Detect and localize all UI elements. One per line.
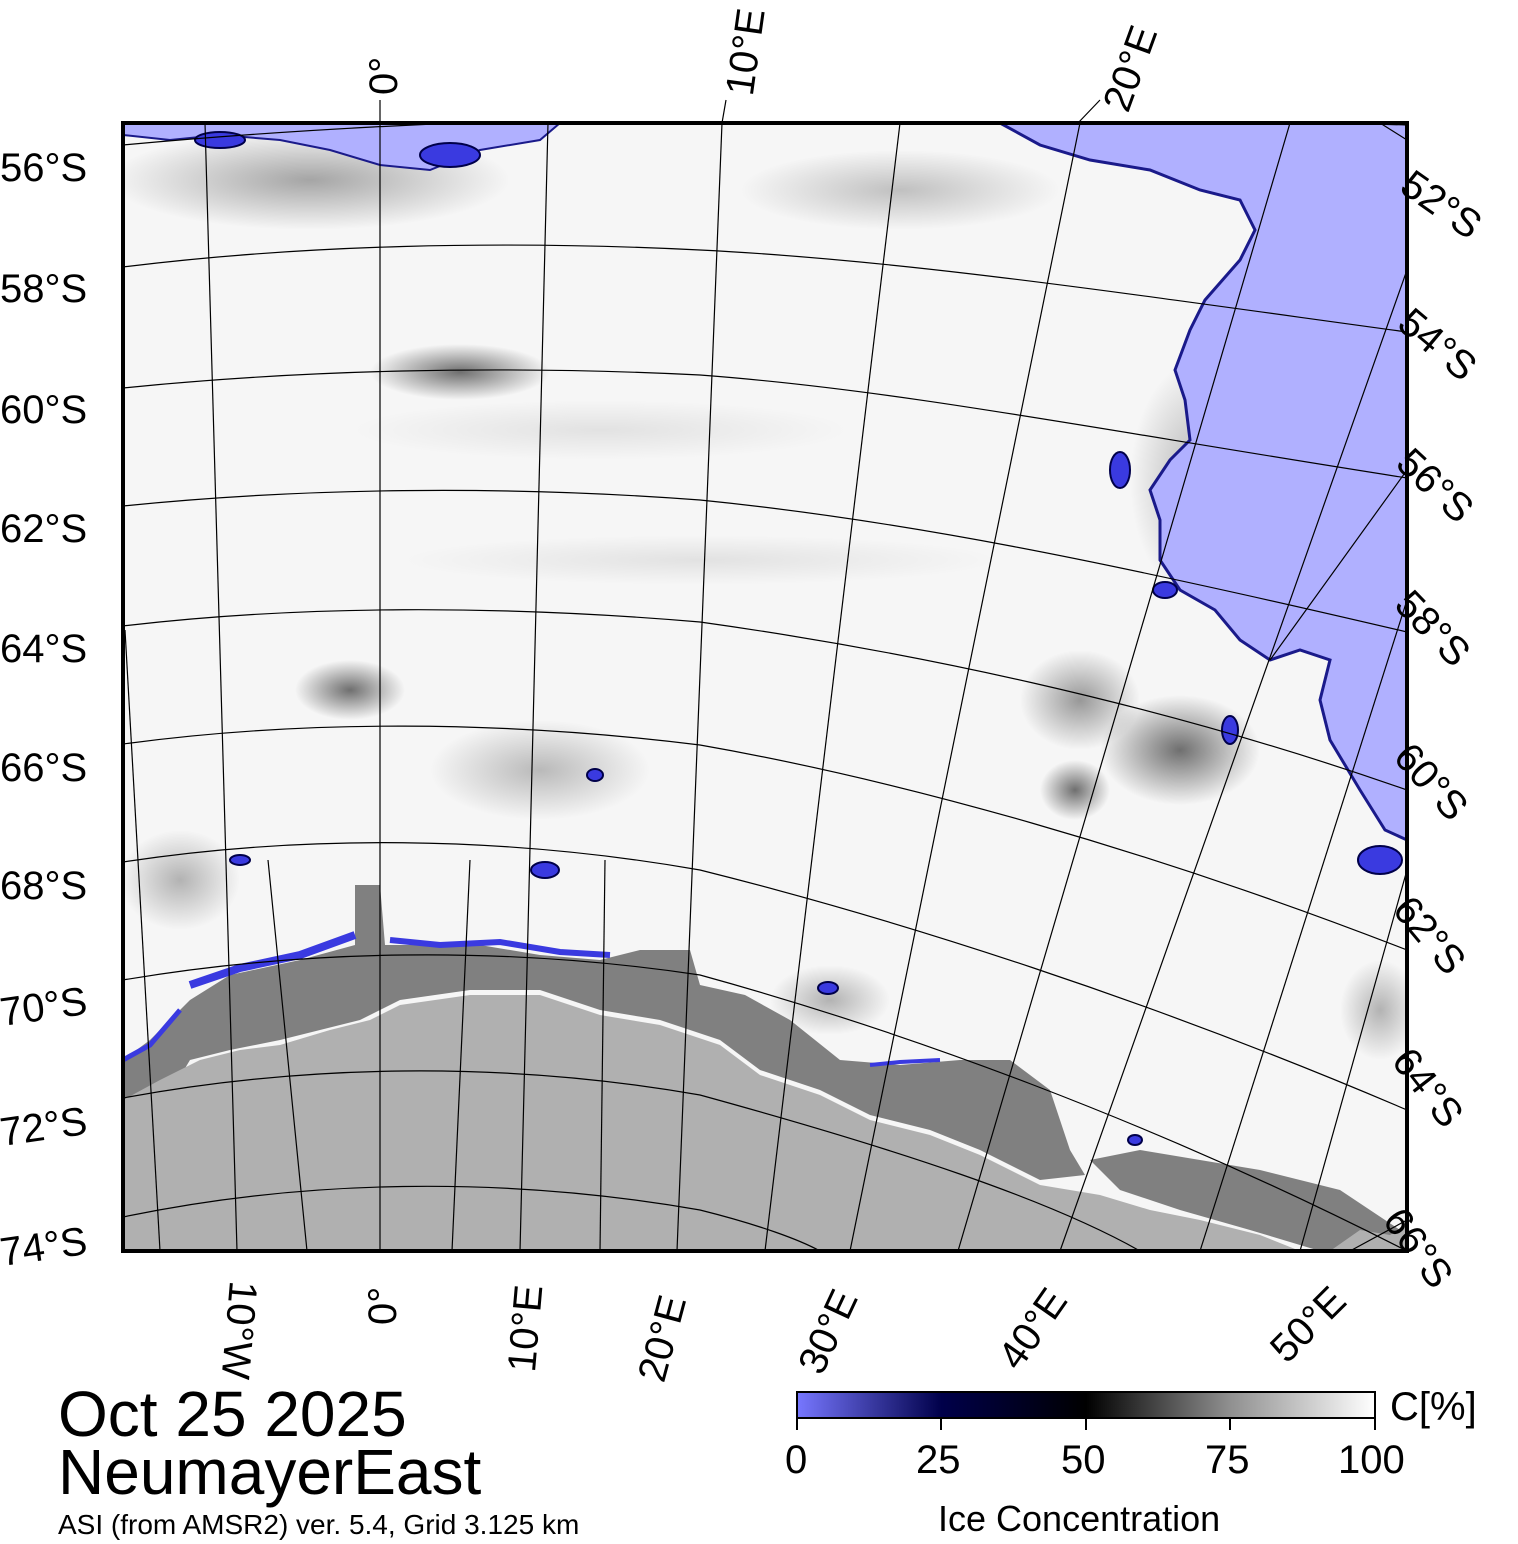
lon-label-top-0: 0° — [362, 56, 406, 95]
parallel-74S — [123, 1185, 821, 1251]
meridian-35E — [957, 123, 1291, 1251]
land-east — [1330, 1225, 1407, 1251]
lat-label-70s: 70°S — [0, 979, 90, 1035]
lat-label-62s: 62°S — [0, 507, 88, 551]
coastal-ice-edge-3 — [123, 1008, 182, 1063]
meridian-5E — [451, 859, 471, 1251]
parallel-64S — [123, 609, 1407, 791]
lon-label-bottom-0: 0° — [361, 1286, 405, 1325]
lat-label-64s: 64°S — [0, 627, 88, 671]
tick-marks — [379, 99, 1408, 141]
map-area — [123, 123, 1407, 1251]
meridian-20W — [124, 629, 161, 1251]
lat-label-58s: 58°S — [0, 267, 88, 311]
map-region: NeumayerEast — [58, 1436, 482, 1508]
parallel-58S — [123, 244, 1407, 333]
meridian-45E — [1199, 599, 1407, 1251]
lat-label-72s: 72°S — [0, 1099, 90, 1155]
parallel-56S — [123, 123, 1407, 146]
lon-label-bottom-10w: 10°W — [212, 1279, 265, 1381]
parallel-60S — [123, 369, 1407, 479]
meridian-25E — [764, 123, 901, 1251]
parallel-62S — [123, 489, 1407, 633]
colorbar-title: Ice Concentration — [938, 1498, 1221, 1539]
colorbar — [796, 1391, 1376, 1430]
ice-shelf — [123, 885, 1085, 1180]
meridian-50E — [1349, 1219, 1407, 1251]
coastal-ice-edge-4 — [869, 1058, 941, 1067]
ice-shelf-east — [1090, 1150, 1407, 1251]
parallel-68S — [123, 842, 1407, 1111]
parallel-70S — [123, 954, 1407, 1251]
colorbar-tick-25: 25 — [916, 1438, 961, 1482]
map-date: Oct 25 2025 — [58, 1378, 407, 1450]
graticule — [123, 123, 1407, 1251]
lat-label-60s: 60°S — [0, 388, 88, 432]
coastal-ice-edge-2 — [389, 937, 611, 958]
open-water — [999, 123, 1407, 842]
colorbar-tick-75: 75 — [1205, 1438, 1250, 1482]
meridian-5W — [267, 859, 308, 1251]
meridian-10E-north — [519, 123, 549, 1251]
meridian-40E — [1059, 269, 1407, 1251]
lat-label-68s: 68°S — [0, 864, 88, 908]
lat-label-74s: 74°S — [0, 1219, 90, 1275]
colorbar-unit: C[%] — [1390, 1385, 1477, 1429]
ice-texture — [123, 130, 1407, 1060]
lat-label-56s: 56°S — [0, 146, 88, 190]
meridian-10W — [204, 123, 238, 1251]
parallel-cut-1 — [1269, 469, 1407, 661]
colorbar-tick-0: 0 — [785, 1438, 808, 1482]
meridian-15E — [599, 859, 606, 1251]
meridian-50E-upper — [1299, 869, 1407, 1251]
product-info: ASI (from AMSR2) ver. 5.4, Grid 3.125 km — [58, 1509, 580, 1540]
lat-label-66s: 66°S — [0, 746, 88, 790]
parallel-66S — [123, 725, 1407, 951]
land-antarctica — [123, 995, 1300, 1251]
parallel-72S — [123, 1070, 1141, 1251]
colorbar-gradient — [796, 1391, 1376, 1419]
meridian-20E — [676, 123, 723, 1251]
colorbar-tick-50: 50 — [1061, 1438, 1106, 1482]
meridian-30E — [849, 123, 1081, 1251]
map-frame — [121, 121, 1409, 1253]
lon-label-bottom-10e: 10°E — [500, 1283, 552, 1374]
colorbar-tick-100: 100 — [1338, 1438, 1405, 1482]
